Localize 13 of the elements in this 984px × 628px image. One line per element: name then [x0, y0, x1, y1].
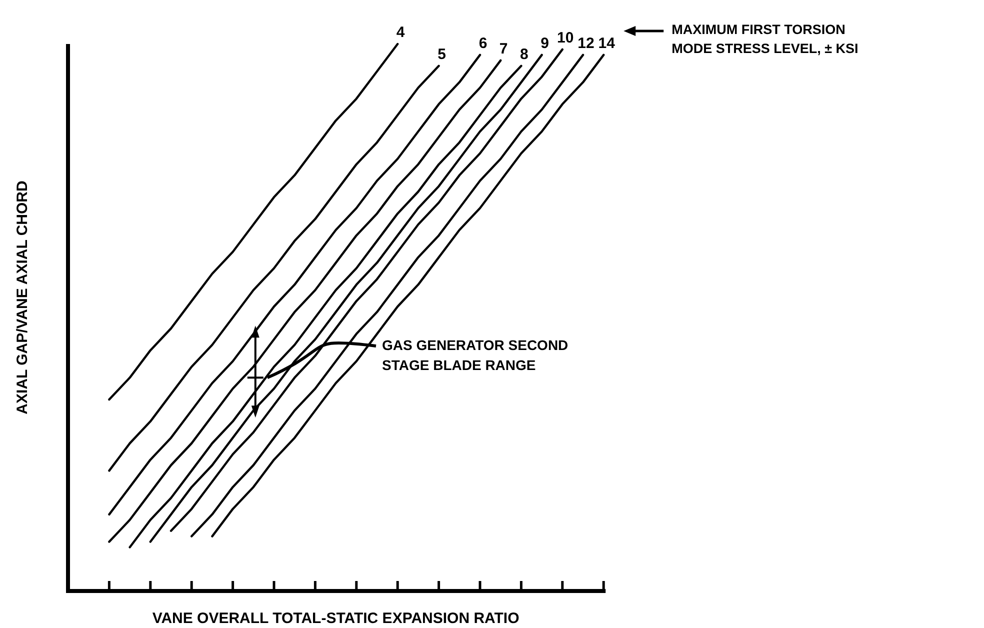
- legend-title: MAXIMUM FIRST TORSION MODE STRESS LEVEL, ± KSI: [672, 22, 858, 56]
- series-label: 4: [396, 24, 406, 41]
- series-label: 9: [540, 34, 549, 52]
- legend-label: 14: [598, 34, 616, 52]
- series-label: 10: [557, 29, 574, 46]
- series-label: 7: [499, 40, 508, 58]
- series-label: 5: [438, 46, 446, 63]
- series-label: 6: [478, 34, 488, 52]
- annotation: GAS GENERATOR SECOND STAGE BLADE RANGE: [382, 337, 568, 373]
- series-label: 8: [520, 46, 528, 63]
- y-axis-title: AXIAL GAP/VANE AXIAL CHORD: [14, 180, 31, 414]
- x-axis-title: VANE OVERALL TOTAL-STATIC EXPANSION RATIO: [152, 610, 520, 627]
- series-label: 12: [578, 34, 594, 52]
